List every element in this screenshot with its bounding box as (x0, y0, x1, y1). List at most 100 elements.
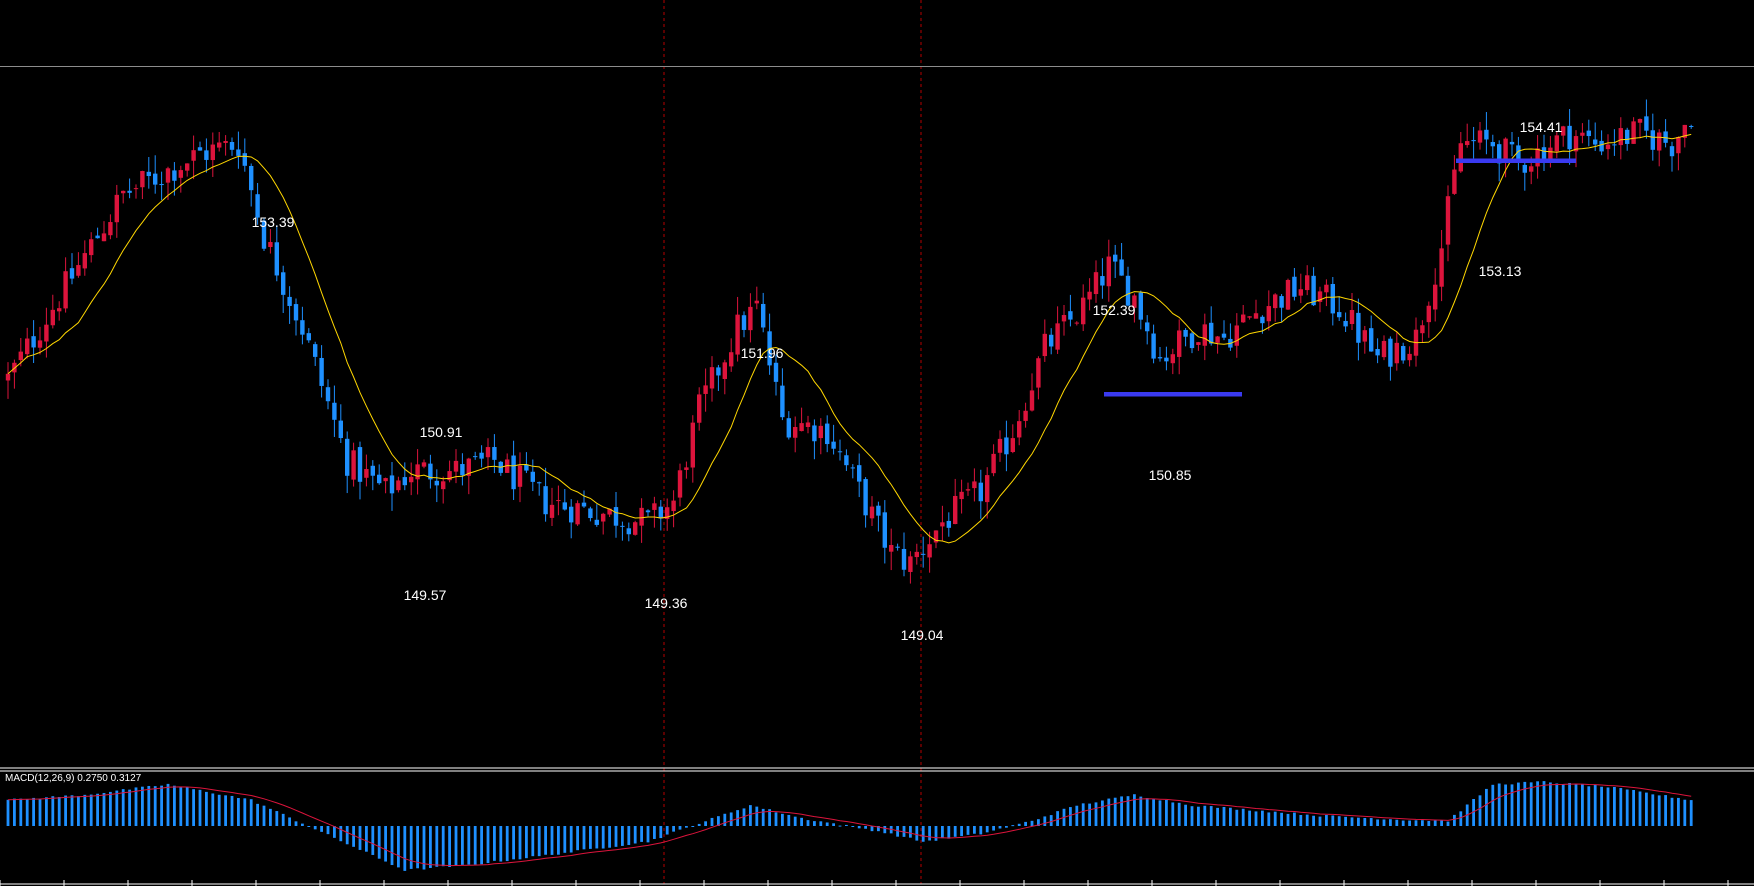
candle-body (140, 171, 145, 188)
candle (1599, 130, 1604, 156)
candle (741, 311, 747, 338)
candle (805, 415, 811, 434)
macd-histogram-bar (710, 817, 714, 826)
candle-body (799, 423, 804, 432)
macd-histogram-bar (1683, 799, 1687, 826)
price-label: 151.96 (741, 345, 784, 361)
macd-histogram-bar (1203, 805, 1207, 826)
candle-body (1081, 297, 1086, 325)
macd-histogram-bar (755, 806, 759, 826)
macd-histogram-bar (614, 826, 618, 847)
macd-histogram-bar (1542, 781, 1546, 826)
candle-body (1209, 322, 1214, 344)
candle (1138, 290, 1143, 330)
candle-body (1644, 116, 1649, 131)
candle-body (953, 495, 958, 525)
candle (626, 522, 631, 542)
macd-histogram-bar (685, 826, 688, 828)
candle (1074, 321, 1079, 326)
macd-histogram-bar (1145, 798, 1149, 826)
macd-histogram-bar (531, 826, 535, 857)
macd-histogram-bar (1088, 803, 1091, 826)
candle-body (1337, 312, 1342, 318)
candle-body (1503, 138, 1508, 163)
candle (658, 500, 663, 531)
candle-body (786, 418, 791, 438)
macd-histogram-bar (1459, 811, 1463, 826)
macd-histogram-bar (1126, 796, 1130, 826)
macd-histogram-bar (1485, 788, 1488, 826)
price-label: 154.41 (1520, 119, 1563, 135)
candle (127, 178, 132, 199)
candle-body (633, 522, 638, 535)
candle (921, 536, 926, 568)
candle-body (1145, 322, 1150, 332)
candle (1093, 260, 1099, 303)
candle-body (933, 530, 939, 543)
macd-histogram-bar (416, 826, 419, 869)
candle (255, 182, 260, 225)
candle-body (1445, 196, 1451, 245)
macd-histogram-bar (544, 826, 547, 855)
candle (140, 170, 145, 200)
candle (581, 490, 587, 508)
macd-histogram-bar (486, 826, 490, 864)
candle (1305, 265, 1310, 296)
candle-body (1689, 125, 1694, 127)
candle-body (581, 502, 587, 507)
macd-histogram-bar (1075, 805, 1079, 826)
candle (178, 165, 183, 193)
candle-body (1439, 248, 1444, 287)
candle-body (1010, 438, 1015, 452)
candle-body (978, 482, 983, 502)
macd-histogram-bar (774, 812, 778, 826)
candle-body (319, 357, 324, 386)
macd-histogram-bar (1241, 808, 1245, 826)
macd-histogram-bar (825, 822, 829, 826)
candle-body (914, 551, 919, 558)
candle (812, 419, 817, 460)
macd-histogram-bar (793, 816, 797, 826)
candle-body (1586, 130, 1591, 137)
macd-histogram-bar (1472, 798, 1475, 826)
candle (607, 508, 612, 518)
candle (31, 320, 36, 364)
macd-histogram-bar (621, 826, 624, 846)
candle (613, 491, 619, 538)
candle (709, 356, 715, 402)
candle (537, 481, 542, 496)
macd-histogram-bar (121, 789, 125, 826)
candle-body (556, 500, 561, 502)
candle (1119, 243, 1124, 276)
candle-body (396, 480, 401, 491)
macd-histogram-bar (704, 821, 707, 826)
candle-body (121, 190, 126, 194)
macd-histogram-bar (800, 817, 803, 826)
macd-histogram-bar (1510, 784, 1514, 826)
candle-body (223, 140, 228, 143)
macd-histogram-bar (198, 789, 202, 826)
candle-body (95, 235, 100, 239)
candle (1516, 136, 1521, 171)
candle (569, 499, 574, 539)
price-label: 153.39 (252, 214, 295, 230)
candle (325, 379, 331, 410)
candle-body (921, 553, 926, 555)
macd-histogram-bar (102, 792, 106, 826)
candle-body (389, 475, 395, 494)
candle (415, 449, 420, 495)
candle (901, 532, 907, 577)
macd-histogram-bar (1197, 806, 1200, 826)
candle (338, 404, 343, 443)
candle-body (1669, 146, 1675, 157)
macd-histogram-bar (320, 826, 323, 832)
candle-body (761, 303, 766, 328)
candle-body (261, 220, 267, 249)
macd-histogram-bar (1645, 792, 1648, 826)
candle (908, 551, 913, 584)
candle-body (658, 506, 663, 519)
candle (1330, 277, 1335, 326)
candle (1663, 119, 1668, 148)
macd-histogram-bar (1344, 816, 1347, 826)
candle-body (1247, 316, 1252, 318)
